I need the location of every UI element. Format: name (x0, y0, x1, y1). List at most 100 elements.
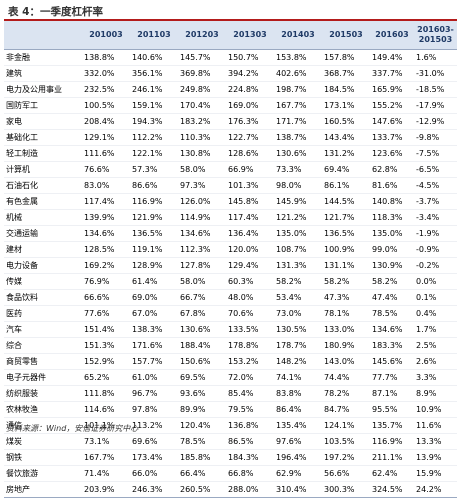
sector-name: 石油石化 (4, 177, 82, 194)
value-cell: 173.1% (322, 97, 370, 114)
value-cell: 47.4% (370, 289, 414, 306)
value-cell: 127.8% (178, 257, 226, 274)
value-cell: 183.3% (370, 337, 414, 354)
value-cell: 86.6% (130, 177, 178, 194)
value-cell: 135.4% (274, 417, 322, 434)
value-cell: 48.0% (226, 289, 274, 306)
value-cell: 111.8% (82, 385, 130, 402)
value-cell: 160.5% (322, 113, 370, 130)
value-cell: 112.2% (130, 129, 178, 146)
value-cell: 150.6% (178, 353, 226, 370)
value-cell: 113.2% (130, 417, 178, 434)
value-cell: 66.9% (226, 161, 274, 178)
value-cell: 134.6% (82, 225, 130, 242)
change-cell: 2.5% (414, 337, 457, 354)
value-cell: 110.3% (178, 129, 226, 146)
table-row: 煤炭 73.1% 69.6% 78.5% 86.5% 97.6% 103.5% 116.9% 1… (4, 433, 457, 450)
value-cell: 58.2% (274, 273, 322, 290)
value-cell: 145.8% (226, 193, 274, 210)
change-cell: -17.9% (414, 97, 457, 114)
source-note: 资料来源：Wind，安信证券研究中心 (6, 424, 139, 433)
change-cell: -0.9% (414, 241, 457, 258)
value-cell: 96.7% (130, 385, 178, 402)
value-cell: 117.4% (82, 193, 130, 210)
value-cell: 129.1% (82, 129, 130, 146)
value-cell: 136.4% (226, 225, 274, 242)
value-cell: 100.9% (322, 241, 370, 258)
value-cell: 157.8% (322, 49, 370, 66)
value-cell: 78.1% (322, 305, 370, 322)
sector-name: 电力设备 (4, 257, 82, 274)
table-row: 综合 151.3% 171.6% 188.4% 178.8% 178.7% 180.9% 18… (4, 337, 457, 354)
sector-name: 建材 (4, 241, 82, 258)
value-cell: 60.3% (226, 273, 274, 290)
value-cell: 118.3% (370, 209, 414, 226)
change-cell: 3.3% (414, 369, 457, 386)
value-cell: 208.4% (82, 113, 130, 130)
value-cell: 153.2% (226, 353, 274, 370)
sector-name: 通信 (4, 417, 82, 434)
value-cell: 99.0% (370, 241, 414, 258)
value-cell: 76.6% (82, 161, 130, 178)
value-cell: 62.4% (370, 465, 414, 482)
value-cell: 77.6% (82, 305, 130, 322)
change-cell: -7.5% (414, 145, 457, 162)
value-cell: 86.1% (322, 177, 370, 194)
value-cell: 131.3% (274, 257, 322, 274)
value-cell: 167.7% (274, 97, 322, 114)
value-cell: 134.6% (178, 225, 226, 242)
value-cell: 131.1% (322, 257, 370, 274)
value-cell: 58.2% (322, 273, 370, 290)
value-cell: 288.0% (226, 481, 274, 498)
column-header: 201603 (370, 21, 414, 50)
value-cell: 178.8% (226, 337, 274, 354)
value-cell: 62.9% (274, 465, 322, 482)
value-cell: 87.1% (370, 385, 414, 402)
sector-name: 房地产 (4, 481, 82, 498)
sector-name: 计算机 (4, 161, 82, 178)
value-cell: 188.4% (178, 337, 226, 354)
value-cell: 129.4% (226, 257, 274, 274)
change-cell: -18.5% (414, 81, 457, 98)
value-cell: 97.6% (274, 433, 322, 450)
table-row: 基础化工 129.1% 112.2% 110.3% 122.7% 138.7% 143.4%… (4, 129, 457, 146)
value-cell: 120.4% (178, 417, 226, 434)
change-cell: 13.9% (414, 449, 457, 466)
value-cell: 135.0% (274, 225, 322, 242)
value-cell: 203.9% (82, 481, 130, 498)
column-header: 201203 (178, 21, 226, 50)
value-cell: 78.5% (178, 433, 226, 450)
value-cell: 86.5% (226, 433, 274, 450)
value-cell: 145.9% (274, 193, 322, 210)
value-cell: 394.2% (226, 65, 274, 82)
value-cell: 159.1% (130, 97, 178, 114)
table-row: 电子元器件 65.2% 61.0% 69.5% 72.0% 74.1% 74.4% 77.7%… (4, 369, 457, 386)
change-cell: 13.3% (414, 433, 457, 450)
sector-name: 机械 (4, 209, 82, 226)
value-cell: 369.8% (178, 65, 226, 82)
sector-name: 汽车 (4, 321, 82, 338)
sector-name: 基础化工 (4, 129, 82, 146)
table-row: 建材 128.5% 119.1% 112.3% 120.0% 108.7% 100.9% 99… (4, 241, 457, 258)
value-cell: 133.7% (370, 129, 414, 146)
value-cell: 58.2% (370, 273, 414, 290)
value-cell: 78.5% (370, 305, 414, 322)
value-cell: 61.0% (130, 369, 178, 386)
sector-name: 食品饮料 (4, 289, 82, 306)
change-cell: -12.9% (414, 113, 457, 130)
value-cell: 171.7% (274, 113, 322, 130)
value-cell: 81.6% (370, 177, 414, 194)
sector-name: 传媒 (4, 273, 82, 290)
value-cell: 57.3% (130, 161, 178, 178)
value-cell: 66.0% (130, 465, 178, 482)
value-cell: 130.6% (274, 145, 322, 162)
table-body: 非金融 138.8% 140.6% 145.7% 150.7% 153.8% 157.8% 1… (4, 49, 457, 498)
value-cell: 128.5% (82, 241, 130, 258)
value-cell: 69.6% (130, 433, 178, 450)
value-cell: 73.0% (274, 305, 322, 322)
value-cell: 171.6% (130, 337, 178, 354)
table-row: 机械 139.9% 121.9% 114.9% 117.4% 121.2% 121.7% 11… (4, 209, 457, 226)
sector-name: 建筑 (4, 65, 82, 82)
value-cell: 152.9% (82, 353, 130, 370)
column-header: 201503 (322, 21, 370, 50)
